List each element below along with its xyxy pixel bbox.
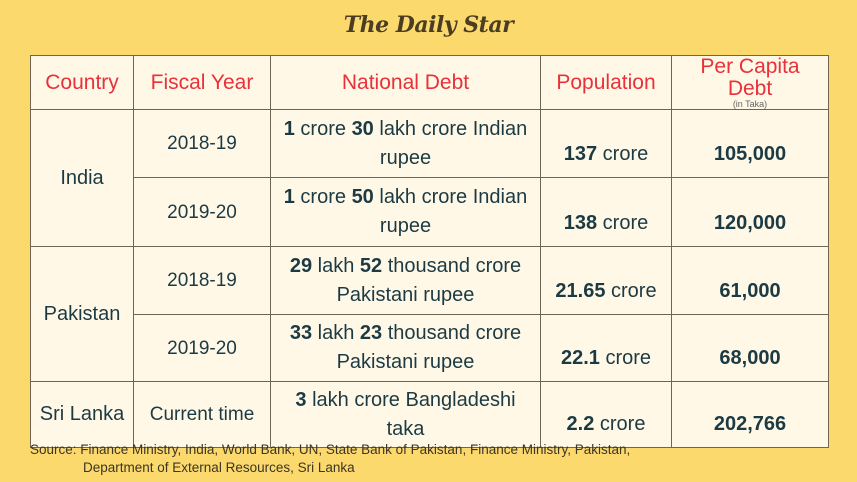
text-segment: lakh — [312, 322, 360, 344]
header-per-capita-debt: Per Capita Debt (in Taka) — [671, 55, 829, 110]
per-capita-unit: (in Taka) — [732, 99, 768, 109]
source-line-2: Department of External Resources, Sri La… — [83, 460, 355, 475]
header-country: Country — [30, 55, 134, 110]
per-capita-label: Per Capita Debt — [700, 55, 800, 100]
text-segment: crore — [599, 347, 652, 369]
header-fiscal-year: Fiscal Year — [133, 55, 271, 110]
population-cell: 138 crore — [540, 177, 672, 247]
text-segment: thousand crore Pakistani rupee — [336, 322, 522, 373]
text-segment: 30 — [351, 117, 374, 140]
text-segment: 22.1 — [560, 347, 600, 369]
per-capita-debt-cell: 61,000 — [671, 246, 829, 315]
text-segment: crore — [294, 186, 352, 208]
fiscal-year-cell: Current time — [133, 381, 271, 448]
text-segment: 2.2 — [566, 413, 595, 435]
text-segment: 137 — [563, 143, 598, 165]
table-row: 2019-20 33 lakh 23 thousand crore Pakista… — [31, 314, 829, 382]
per-capita-debt-cell: 202,766 — [671, 381, 829, 448]
per-capita-debt-cell: 68,000 — [671, 314, 829, 382]
text-segment: lakh crore Indian rupee — [373, 186, 528, 237]
population-cell: 2.2 crore — [540, 381, 672, 448]
population-cell: 21.65 crore — [540, 246, 672, 315]
text-segment: 21.65 — [555, 280, 606, 302]
table-row: Pakistan 2018-19 29 lakh 52 thousand crore… — [30, 246, 829, 382]
fiscal-year-cell: 2019-20 — [133, 177, 271, 247]
population-cell: 22.1 crore — [540, 314, 672, 382]
text-segment: lakh — [312, 254, 360, 277]
national-debt-cell: 1 crore 30 lakh crore Indian rupee — [270, 109, 541, 178]
per-capita-debt-cell: 120,000 — [671, 177, 829, 247]
text-segment: 23 — [359, 322, 383, 344]
text-segment: 33 — [289, 322, 313, 344]
text-segment: 1 — [283, 117, 295, 140]
text-segment: thousand crore Pakistani rupee — [336, 254, 522, 306]
daily-star-logo: The Daily Star — [343, 12, 514, 38]
source-note: Source: Finance Ministry, India, World B… — [30, 441, 630, 477]
text-segment: 1 — [283, 186, 295, 208]
source-line-1: Source: Finance Ministry, India, World B… — [30, 442, 631, 457]
text-segment: crore — [597, 143, 649, 165]
text-segment: 3 — [295, 388, 307, 411]
fiscal-year-cell: 2018-19 — [133, 109, 271, 178]
national-debt-cell: 33 lakh 23 thousand crore Pakistani rupe… — [270, 314, 541, 382]
fiscal-year-cell: 2019-20 — [133, 314, 271, 382]
text-segment: crore — [594, 413, 646, 435]
header-population: Population — [540, 55, 672, 110]
text-segment: lakh crore Bangladeshi taka — [306, 388, 516, 440]
national-debt-cell: 3 lakh crore Bangladeshi taka — [270, 381, 541, 448]
table-row: India 2018-19 1 crore 30 lakh crore Indian… — [30, 109, 829, 247]
national-debt-cell: 29 lakh 52 thousand crore Pakistani rupe… — [270, 246, 541, 315]
population-cell: 137 crore — [540, 109, 672, 178]
text-segment: crore — [597, 212, 649, 234]
fiscal-year-cell: 2018-19 — [133, 246, 271, 315]
text-segment: crore — [294, 117, 352, 140]
national-debt-cell: 1 crore 50 lakh crore Indian rupee — [270, 177, 541, 247]
country-cell: Sri Lanka — [30, 381, 134, 448]
text-segment: 29 — [289, 254, 313, 277]
per-capita-debt-cell: 105,000 — [671, 109, 829, 178]
text-segment: crore — [605, 280, 657, 302]
table-row: 2019-20 1 crore 50 lakh crore Indian rupe… — [31, 177, 829, 247]
text-segment: 138 — [563, 212, 598, 234]
country-cell: India — [30, 109, 134, 247]
debt-table: Country Fiscal Year National Debt Popula… — [30, 55, 829, 448]
country-cell: Pakistan — [30, 246, 134, 382]
text-segment: 52 — [359, 254, 383, 277]
text-segment: lakh crore Indian rupee — [373, 117, 528, 169]
header-national-debt: National Debt — [270, 55, 541, 110]
text-segment: 50 — [351, 186, 374, 208]
header-row: Country Fiscal Year National Debt Popula… — [30, 55, 829, 110]
table-row: Sri Lanka Current time 3 lakh crore Bangla… — [30, 381, 829, 448]
